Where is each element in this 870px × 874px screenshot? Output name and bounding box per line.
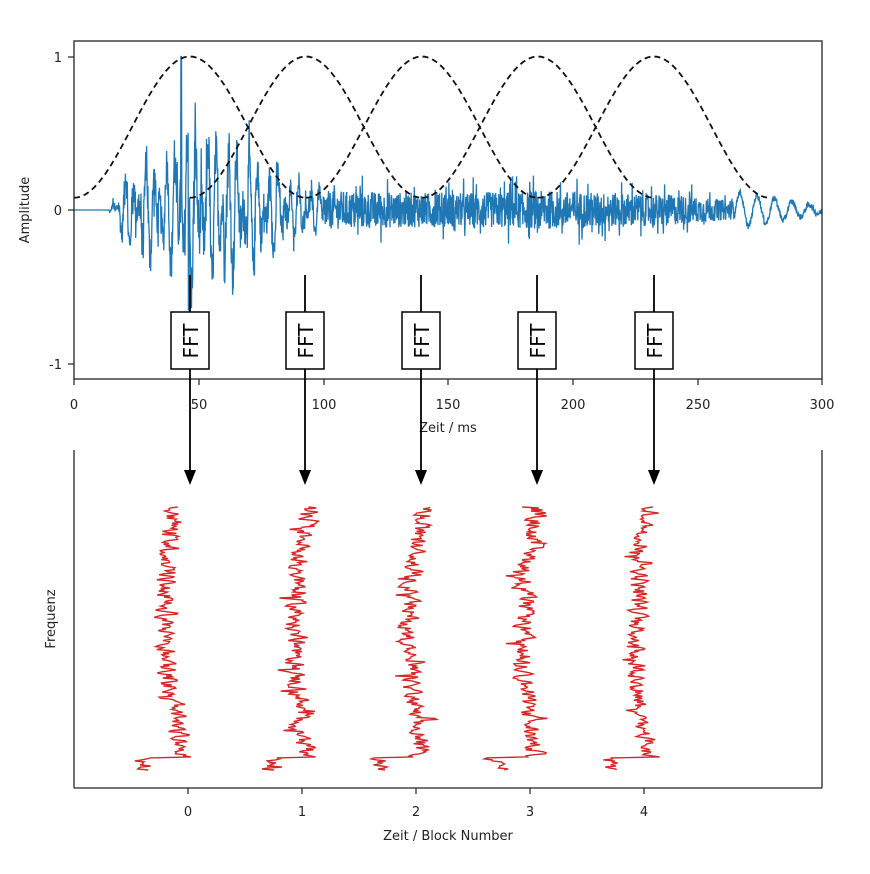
top-plot: 1 0 -1 Amplitude 0 50 100 150 200 250 30… bbox=[18, 40, 835, 436]
x-tick-label: 200 bbox=[561, 398, 586, 413]
x-axis-label: Zeit / ms bbox=[419, 421, 477, 436]
block-tick-label: 4 bbox=[640, 805, 648, 820]
fft-arrow-2: FFT bbox=[401, 275, 441, 485]
fft-arrow-4: FFT bbox=[634, 275, 674, 485]
fft-box-label: FFT bbox=[643, 323, 667, 359]
frequency-axis-label: Frequenz bbox=[44, 589, 59, 648]
fft-arrows: FFT FFT FFT FFT FFT bbox=[170, 275, 674, 485]
block-axis-label: Zeit / Block Number bbox=[383, 829, 513, 844]
y-tick-label: -1 bbox=[49, 358, 62, 373]
x-tick-label: 100 bbox=[312, 398, 337, 413]
fft-arrow-0: FFT bbox=[170, 275, 210, 485]
fft-box-label: FFT bbox=[526, 323, 550, 359]
x-axis: 0 50 100 150 200 250 300 Zeit / ms bbox=[70, 379, 835, 436]
spectrum-line-block-4 bbox=[603, 506, 660, 771]
spectra-lines bbox=[134, 506, 660, 771]
fft-box-label: FFT bbox=[294, 323, 318, 359]
x-tick-label: 50 bbox=[191, 398, 208, 413]
spectrum-line-block-2 bbox=[368, 506, 440, 771]
fft-arrow-3: FFT bbox=[517, 275, 557, 485]
window-curves bbox=[74, 55, 770, 199]
block-axis: 0 1 2 3 4 Zeit / Block Number Frequenz bbox=[44, 589, 648, 844]
x-tick-label: 0 bbox=[70, 398, 78, 413]
block-tick-label: 2 bbox=[412, 805, 420, 820]
block-tick-label: 0 bbox=[184, 805, 192, 820]
block-tick-label: 3 bbox=[526, 805, 534, 820]
fft-arrow-1: FFT bbox=[285, 275, 325, 485]
bottom-plot: 0 1 2 3 4 Zeit / Block Number Frequenz bbox=[44, 450, 823, 844]
spectrum-line-block-3 bbox=[481, 506, 549, 771]
y-axis-label: Amplitude bbox=[18, 177, 33, 244]
fft-box-label: FFT bbox=[410, 323, 434, 359]
x-tick-label: 150 bbox=[436, 398, 461, 413]
spectrum-line-block-1 bbox=[261, 506, 320, 771]
spectrum-line-block-0 bbox=[134, 506, 192, 771]
y-axis: 1 0 -1 Amplitude bbox=[18, 51, 74, 373]
x-tick-label: 300 bbox=[810, 398, 835, 413]
block-tick-label: 1 bbox=[298, 805, 306, 820]
y-tick-label: 0 bbox=[54, 204, 62, 219]
y-tick-label: 1 bbox=[54, 51, 62, 66]
fft-box-label: FFT bbox=[179, 323, 203, 359]
x-tick-label: 250 bbox=[686, 398, 711, 413]
signal-line bbox=[74, 55, 822, 311]
